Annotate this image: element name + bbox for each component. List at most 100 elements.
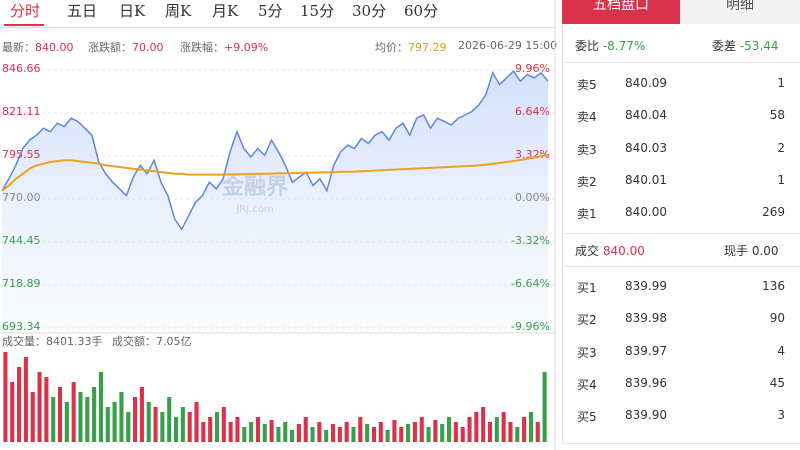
- value: 797.29: [408, 41, 447, 54]
- volume-bar: [419, 417, 424, 442]
- average-line: [1, 153, 549, 192]
- volume-bar: [78, 392, 83, 442]
- value: 840.00: [602, 244, 645, 258]
- volume-bar: [180, 407, 185, 442]
- volume-bar: [378, 422, 383, 442]
- volume-bar: [317, 422, 322, 442]
- volume-bar: [187, 412, 192, 442]
- level: 卖1: [577, 207, 597, 222]
- tab[interactable]: 分时: [10, 2, 41, 20]
- volume-bar: [23, 357, 28, 442]
- divider: [0, 27, 556, 28]
- volume-bar: [515, 427, 520, 442]
- price: 839.96: [625, 375, 667, 390]
- volume-bar: [3, 352, 8, 442]
- tab[interactable]: 5分: [258, 2, 283, 20]
- volume-bar: [481, 407, 486, 442]
- watermark: JRJ.com: [235, 204, 273, 215]
- quote-time: 2026-06-29 15:00: [458, 39, 558, 52]
- volume-bar: [255, 417, 260, 442]
- volume-bar: [337, 427, 342, 442]
- size: 4: [777, 343, 785, 358]
- tab[interactable]: 60分: [404, 2, 439, 20]
- volume-bar: [487, 422, 493, 442]
- tab[interactable]: 五档盘口: [562, 0, 680, 24]
- y2-tick-label: 6.64%: [515, 105, 550, 118]
- price: 839.90: [625, 408, 667, 423]
- price: 840.01: [625, 172, 667, 187]
- hand: 现手 0.00: [724, 242, 779, 259]
- volume-bar: [51, 397, 56, 442]
- volume-bar: [406, 424, 411, 442]
- volume-bar: [296, 424, 301, 442]
- tab-label: 五档盘口: [593, 0, 649, 13]
- volume-bar: [208, 417, 213, 442]
- volume-bar: [10, 382, 15, 442]
- volume-bar: [173, 417, 179, 442]
- size: 45: [769, 375, 785, 390]
- label: 委比: [575, 39, 600, 53]
- volume-bar: [494, 417, 499, 442]
- volume-bar: [160, 412, 165, 442]
- volume-bar: [92, 387, 97, 442]
- y-tick-label: 846.66: [2, 62, 41, 75]
- size: 269: [762, 205, 785, 220]
- label: 涨跌额：: [88, 41, 132, 54]
- size: 2: [777, 140, 785, 155]
- volume-bar: [371, 427, 377, 442]
- separator: [565, 233, 800, 234]
- volume-bar: [303, 417, 308, 442]
- tab[interactable]: 月K: [212, 2, 239, 20]
- label: 现手: [724, 244, 749, 258]
- tab[interactable]: 30分: [352, 2, 387, 20]
- volume-bar: [57, 387, 63, 442]
- size: 1: [777, 76, 785, 90]
- quote-info: 均价：797.29: [375, 39, 447, 55]
- value: 840.00: [35, 41, 74, 54]
- quote-info: 涨跌幅：+9.09%: [180, 39, 268, 55]
- y-tick-label: 795.55: [2, 148, 41, 161]
- label: 委差: [712, 39, 737, 53]
- volume-bar: [310, 427, 315, 442]
- volume-bar: [399, 427, 404, 442]
- level: 买1: [577, 281, 597, 295]
- y2-tick-label: -9.96%: [511, 320, 550, 333]
- volume-bar: [501, 412, 506, 442]
- tab[interactable]: 五日: [67, 2, 98, 20]
- volume-bar: [528, 412, 533, 442]
- volume-bar: [112, 402, 117, 442]
- volume-label: 成交量：8401.33手: [2, 334, 103, 348]
- watermark: 金融界: [221, 174, 288, 200]
- volume-bar: [440, 424, 445, 442]
- tab[interactable]: 周K: [165, 2, 192, 20]
- level: 卖4: [577, 110, 597, 125]
- tab[interactable]: 明细: [680, 0, 800, 24]
- price: 839.97: [625, 343, 667, 358]
- volume-bar: [235, 417, 240, 442]
- price-area: [2, 71, 548, 328]
- y2-tick-label: 0.00%: [515, 191, 550, 204]
- volume-bar: [98, 372, 104, 442]
- border: [562, 24, 563, 444]
- trade: 成交 840.00: [575, 242, 645, 259]
- size: 90: [769, 311, 785, 326]
- volume-bar: [30, 392, 35, 442]
- volume-bar: [44, 377, 49, 442]
- separator: [565, 62, 800, 63]
- level: 买3: [577, 345, 597, 360]
- tab[interactable]: 日K: [119, 2, 146, 20]
- volume-bar: [508, 422, 513, 442]
- volume-bar: [139, 387, 144, 442]
- size: 136: [762, 279, 785, 293]
- volume-bar: [290, 430, 295, 442]
- tab[interactable]: 15分: [300, 2, 335, 20]
- label: 涨跌幅：: [180, 41, 224, 54]
- label: 最新：: [2, 41, 35, 54]
- y-tick-label: 718.89: [2, 277, 41, 290]
- chart: 金融界 JRJ.com 成交量：8401.33手 成交额：7.05亿 846.6…: [0, 0, 556, 450]
- price: 840.04: [625, 108, 667, 123]
- volume-bar: [283, 422, 288, 442]
- volume-bar: [535, 422, 540, 442]
- ratio: 委比 -8.77%: [575, 37, 645, 54]
